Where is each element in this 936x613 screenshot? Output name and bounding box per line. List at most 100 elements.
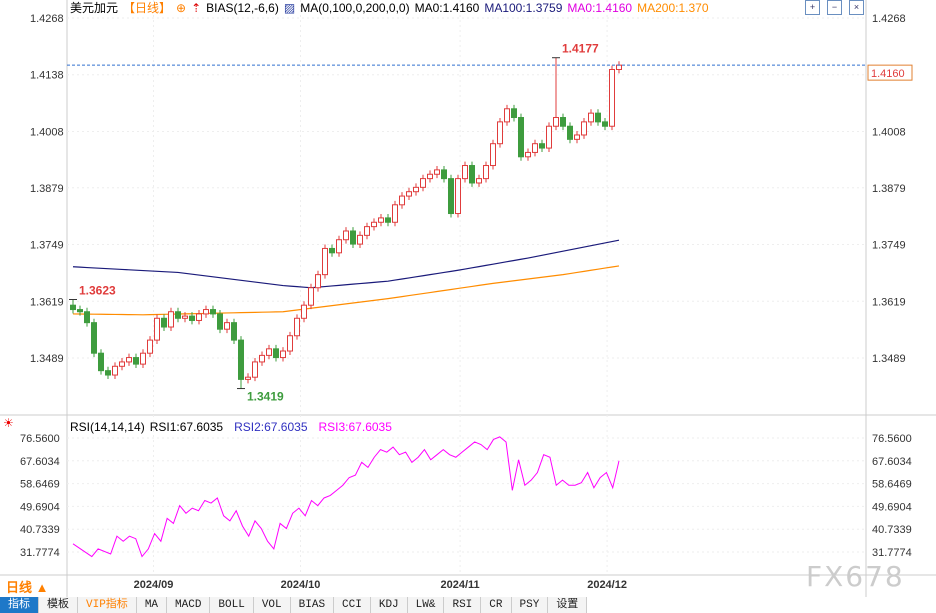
date-tick: 2024/10 bbox=[281, 579, 321, 591]
candle-down bbox=[133, 357, 139, 365]
candle-up bbox=[588, 112, 594, 123]
ma-chart-icon: ▨ bbox=[283, 1, 296, 15]
candle-up bbox=[196, 313, 202, 321]
price-tick-left: 1.3879 bbox=[30, 183, 64, 195]
tab-ma[interactable]: MA bbox=[136, 597, 168, 613]
tab-templates[interactable]: 模板 bbox=[39, 597, 78, 613]
tab-psy[interactable]: PSY bbox=[511, 597, 549, 613]
crosshair-icon[interactable]: ⊕ bbox=[176, 1, 187, 15]
tab-cr[interactable]: CR bbox=[481, 597, 512, 613]
candle-down bbox=[161, 317, 167, 328]
candle-up bbox=[581, 121, 587, 136]
candle-up bbox=[245, 376, 251, 380]
candle-down bbox=[539, 143, 545, 149]
tab-settings[interactable]: 设置 bbox=[548, 597, 588, 613]
candle-down bbox=[602, 121, 608, 127]
candle-down bbox=[448, 178, 454, 215]
candle-up bbox=[301, 304, 307, 319]
candle-up bbox=[224, 322, 230, 330]
candle-up bbox=[343, 230, 349, 241]
candle-up bbox=[140, 352, 146, 365]
candle-up bbox=[112, 365, 118, 376]
ma100-line bbox=[72, 239, 620, 289]
tab-rsi[interactable]: RSI bbox=[444, 597, 482, 613]
candle-down bbox=[469, 165, 475, 184]
rsi-tick-right: 40.7339 bbox=[872, 524, 912, 536]
bias-label[interactable]: BIAS(12,-6,6) bbox=[206, 1, 279, 15]
ma200-value: MA200:1.370 bbox=[637, 1, 709, 15]
tab-indicators[interactable]: 指标 bbox=[0, 597, 39, 613]
candle-up bbox=[154, 317, 160, 341]
price-tick-right: 1.3879 bbox=[872, 183, 906, 195]
rsi-settings-icon[interactable]: ☀ bbox=[3, 416, 14, 430]
zoom-in-icon[interactable]: + bbox=[805, 0, 820, 15]
ma-label[interactable]: MA(0,100,0,200,0,0) bbox=[300, 1, 410, 15]
close-icon[interactable]: × bbox=[849, 0, 864, 15]
tab-vol[interactable]: VOL bbox=[253, 597, 291, 613]
tab-lw[interactable]: LW& bbox=[407, 597, 445, 613]
ma100-value: MA100:1.3759 bbox=[484, 1, 563, 15]
zoom-out-icon[interactable]: − bbox=[827, 0, 842, 15]
candle-down bbox=[84, 311, 90, 324]
candle-up bbox=[476, 178, 482, 184]
candle-up bbox=[119, 361, 125, 367]
rsi-title[interactable]: RSI(14,14,14) bbox=[70, 420, 145, 434]
candle-up bbox=[336, 239, 342, 254]
date-tick: 2024/09 bbox=[134, 579, 174, 591]
watermark: FX678 bbox=[806, 560, 905, 593]
price-tick-right: 1.3749 bbox=[872, 240, 906, 252]
candle-up bbox=[462, 165, 468, 180]
ma0b-value: MA0:1.4160 bbox=[567, 1, 633, 15]
extreme-label: 1.3623 bbox=[79, 284, 116, 298]
candle-up bbox=[364, 226, 370, 236]
rsi-tick-left: 67.6034 bbox=[20, 456, 60, 468]
tab-macd[interactable]: MACD bbox=[167, 597, 211, 613]
price-tick-right: 1.3489 bbox=[872, 353, 906, 365]
candle-down bbox=[217, 313, 223, 330]
candle-up bbox=[616, 64, 622, 71]
arrow-up-icon: ⇡ bbox=[191, 1, 202, 15]
tab-kdj[interactable]: KDJ bbox=[370, 597, 408, 613]
candle-up bbox=[168, 311, 174, 328]
tab-cci[interactable]: CCI bbox=[334, 597, 371, 613]
candle-up bbox=[574, 134, 580, 140]
candle-down bbox=[175, 311, 181, 319]
candle-up bbox=[280, 350, 286, 359]
candle-down bbox=[91, 322, 97, 354]
period-button[interactable]: 日线 ▲ bbox=[6, 580, 49, 595]
ma0-value: MA0:1.4160 bbox=[414, 1, 480, 15]
candle-up bbox=[525, 151, 531, 158]
candle-up bbox=[266, 348, 272, 356]
price-tick-left: 1.3489 bbox=[30, 353, 64, 365]
candle-down bbox=[105, 370, 111, 376]
extreme-label: 1.3419 bbox=[247, 390, 284, 404]
candle-down bbox=[511, 108, 517, 119]
candle-up bbox=[252, 361, 258, 378]
candle-up bbox=[308, 287, 314, 306]
price-tick-right: 1.4008 bbox=[872, 126, 906, 138]
candle-up bbox=[483, 165, 489, 180]
candle-down bbox=[567, 125, 573, 140]
candle-down bbox=[231, 322, 237, 341]
price-tick-right: 1.3619 bbox=[872, 296, 906, 308]
candle-up bbox=[378, 217, 384, 223]
candle-up bbox=[413, 186, 419, 193]
rsi-tick-right: 49.6904 bbox=[872, 501, 912, 513]
rsi-tick-left: 76.5600 bbox=[20, 433, 60, 445]
tab-boll[interactable]: BOLL bbox=[210, 597, 254, 613]
tab-vip-indicators[interactable]: VIP指标 bbox=[78, 597, 137, 613]
candle-up bbox=[609, 69, 615, 127]
rsi-header: RSI(14,14,14) RSI1:67.6035 RSI2:67.6035 RSI… bbox=[70, 419, 397, 435]
extreme-label: 1.4177 bbox=[562, 42, 599, 56]
price-tick-left: 1.3619 bbox=[30, 296, 64, 308]
candle-up bbox=[182, 315, 188, 319]
indicator-toolbar: 指标 模板 VIP指标 MA MACD BOLL VOL BIAS CCI KD… bbox=[0, 597, 588, 613]
period-label[interactable]: 【日线】 bbox=[123, 1, 172, 15]
candle-up bbox=[203, 309, 209, 315]
price-tick-right: 1.4268 bbox=[872, 13, 906, 25]
candle-down bbox=[350, 230, 356, 245]
tab-bias[interactable]: BIAS bbox=[290, 597, 335, 613]
rsi-tick-left: 31.7774 bbox=[20, 547, 60, 559]
